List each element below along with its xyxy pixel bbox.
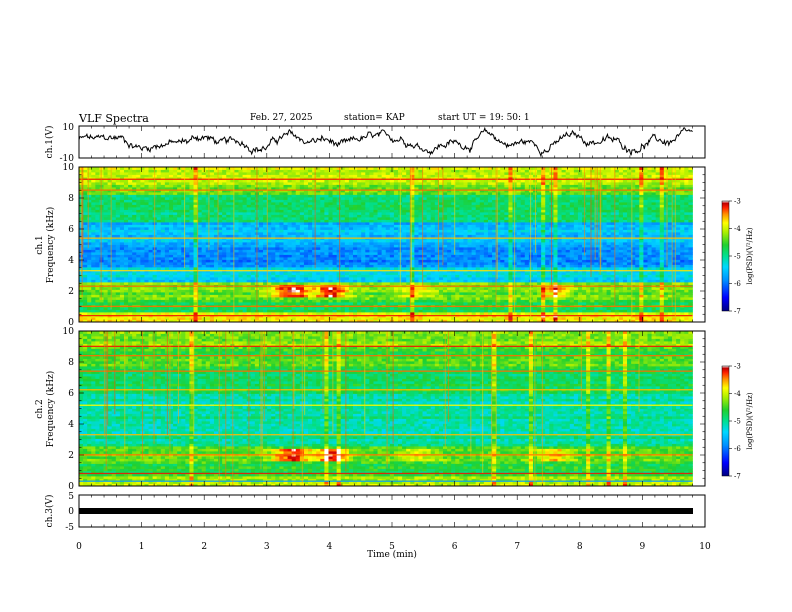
- colorbar-tick--4: -4: [734, 390, 741, 398]
- ch3-ylabel: ch.3(V): [44, 495, 55, 528]
- ch2-spectrogram-panel: 0 2 4 6 8 10 ch.2 Frequency (kHz) -3 -4 -5 -6 -7 …: [35, 327, 754, 492]
- colorbar-tick--6: -6: [734, 445, 741, 453]
- ch3-ytick-bottom: -5: [65, 523, 74, 533]
- ch3-ytick-top: 5: [68, 492, 74, 502]
- ch1-spec-ylabel-channel: ch.1: [35, 235, 45, 254]
- xtick-3: 3: [264, 542, 270, 552]
- ch2-spec-ytick-10: 10: [63, 327, 75, 337]
- colorbar-tick--7: -7: [734, 473, 741, 481]
- ch1-spec-ytick-4: 4: [68, 256, 74, 266]
- xtick-6: 6: [452, 542, 458, 552]
- colorbar-tick--5: -5: [734, 253, 741, 261]
- ch1-spec-ytick-6: 6: [68, 225, 74, 235]
- ch2-colorbar-label: log(PSD)(V²/Hz): [746, 392, 754, 449]
- ch2-spec-ylabel-frequency: Frequency (kHz): [45, 371, 56, 448]
- ch3-trace: [79, 508, 693, 514]
- ch1-spec-ytick-10: 10: [63, 163, 75, 173]
- x-axis-label: Time (min): [367, 549, 417, 560]
- ch2-colorbar: -3 -4 -5 -6 -7 log(PSD)(V²/Hz): [722, 363, 754, 481]
- ch1-colorbar-label: log(PSD)(V²/Hz): [746, 227, 754, 284]
- ch1-spec-ylabel-frequency: Frequency (kHz): [45, 207, 56, 284]
- ch1-colorbar: -3 -4 -5 -6 -7 log(PSD)(V²/Hz): [722, 198, 754, 316]
- ch1-spec-ytick-8: 8: [68, 194, 74, 204]
- ch1-waveform-panel: 10 -10 ch.1(V): [44, 123, 705, 164]
- xtick-9: 9: [640, 542, 646, 552]
- ch2-spec-ytick-8: 8: [68, 358, 74, 368]
- ch2-spec-ytick-0: 0: [68, 482, 74, 492]
- ch1-spectrogram-image: [79, 167, 693, 322]
- ch2-spec-ylabel-channel: ch.2: [35, 399, 45, 418]
- colorbar-tick--4: -4: [734, 225, 741, 233]
- xtick-8: 8: [577, 542, 583, 552]
- ch3-ytick-middle: 0: [68, 507, 74, 517]
- ch2-spectrogram-image: [79, 331, 693, 486]
- ch2-spec-ytick-4: 4: [68, 420, 74, 430]
- xtick-2: 2: [201, 542, 207, 552]
- xtick-0: 0: [76, 542, 82, 552]
- ch2-spec-ytick-2: 2: [68, 451, 74, 461]
- ch3-waveform-panel: 5 0 -5 ch.3(V) 0 1 2 3 4 5 6 7 8 9 10 Time (min): [44, 492, 711, 560]
- colorbar-tick--7: -7: [734, 308, 741, 316]
- xtick-10: 10: [699, 542, 711, 552]
- ch1-spec-ytick-2: 2: [68, 287, 74, 297]
- xtick-7: 7: [514, 542, 520, 552]
- xtick-4: 4: [327, 542, 333, 552]
- colorbar-tick--6: -6: [734, 280, 741, 288]
- ch1-ylabel: ch.1(V): [44, 126, 55, 159]
- ch2-spec-ytick-6: 6: [68, 389, 74, 399]
- colorbar-tick--3: -3: [734, 198, 741, 206]
- xtick-1: 1: [139, 542, 145, 552]
- colorbar-tick--3: -3: [734, 363, 741, 371]
- ch1-ytick-top: 10: [63, 123, 75, 133]
- colorbar-tick--5: -5: [734, 418, 741, 426]
